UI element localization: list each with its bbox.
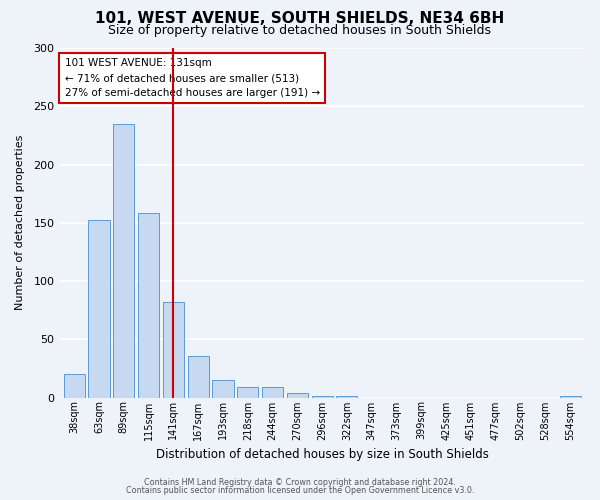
Bar [237, 387, 259, 398]
Bar [163, 302, 184, 398]
Bar [560, 396, 581, 398]
Bar [212, 380, 233, 398]
Text: Contains public sector information licensed under the Open Government Licence v3: Contains public sector information licen… [126, 486, 474, 495]
Bar [138, 214, 159, 398]
X-axis label: Distribution of detached houses by size in South Shields: Distribution of detached houses by size … [156, 448, 488, 461]
Bar [287, 393, 308, 398]
Text: 101, WEST AVENUE, SOUTH SHIELDS, NE34 6BH: 101, WEST AVENUE, SOUTH SHIELDS, NE34 6B… [95, 11, 505, 26]
Text: 101 WEST AVENUE: 131sqm
← 71% of detached houses are smaller (513)
27% of semi-d: 101 WEST AVENUE: 131sqm ← 71% of detache… [65, 58, 320, 98]
Bar [188, 356, 209, 398]
Bar [113, 124, 134, 398]
Bar [337, 396, 358, 398]
Bar [88, 220, 110, 398]
Bar [262, 387, 283, 398]
Y-axis label: Number of detached properties: Number of detached properties [15, 135, 25, 310]
Text: Size of property relative to detached houses in South Shields: Size of property relative to detached ho… [109, 24, 491, 37]
Bar [311, 396, 332, 398]
Text: Contains HM Land Registry data © Crown copyright and database right 2024.: Contains HM Land Registry data © Crown c… [144, 478, 456, 487]
Bar [64, 374, 85, 398]
